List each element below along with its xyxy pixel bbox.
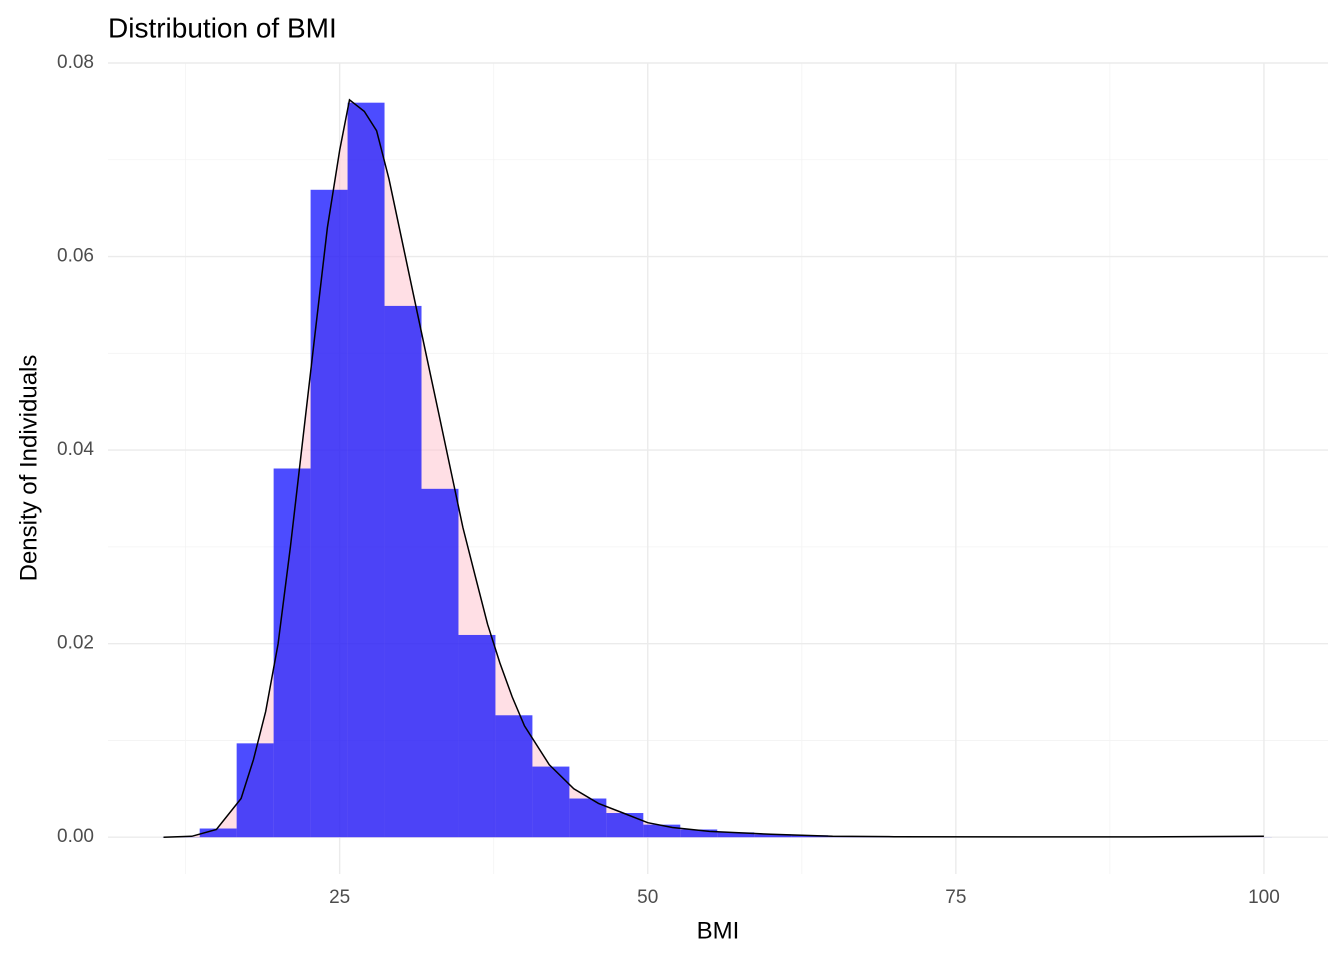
density-line [163,98,1264,838]
y-tick-label: 0.06 [57,246,94,267]
bar [532,766,570,838]
y-tick-label: 0.04 [57,439,94,460]
bar [495,715,533,838]
x-tick-label: 25 [329,887,350,908]
bar [347,102,385,838]
bar [643,824,681,838]
x-axis-label: BMI [697,917,740,944]
x-tick-label: 50 [637,887,658,908]
y-axis-label: Density of Individuals [15,355,42,582]
bar [421,488,459,838]
bar [236,743,274,838]
chart-title: Distribution of BMI [108,12,337,43]
bar [310,189,348,838]
x-tick-label: 75 [945,887,966,908]
bar [384,305,422,838]
x-tick-label: 100 [1248,887,1280,908]
bar [717,832,755,838]
y-tick-label: 0.08 [57,52,94,73]
bar [199,828,237,838]
plot-area [162,98,1272,838]
bar [569,798,607,838]
bar [680,829,718,838]
y-tick-label: 0.00 [57,826,94,847]
bar [273,468,311,838]
bar [458,634,496,838]
bar [754,834,792,838]
y-tick-label: 0.02 [57,633,94,654]
bar [606,813,644,838]
